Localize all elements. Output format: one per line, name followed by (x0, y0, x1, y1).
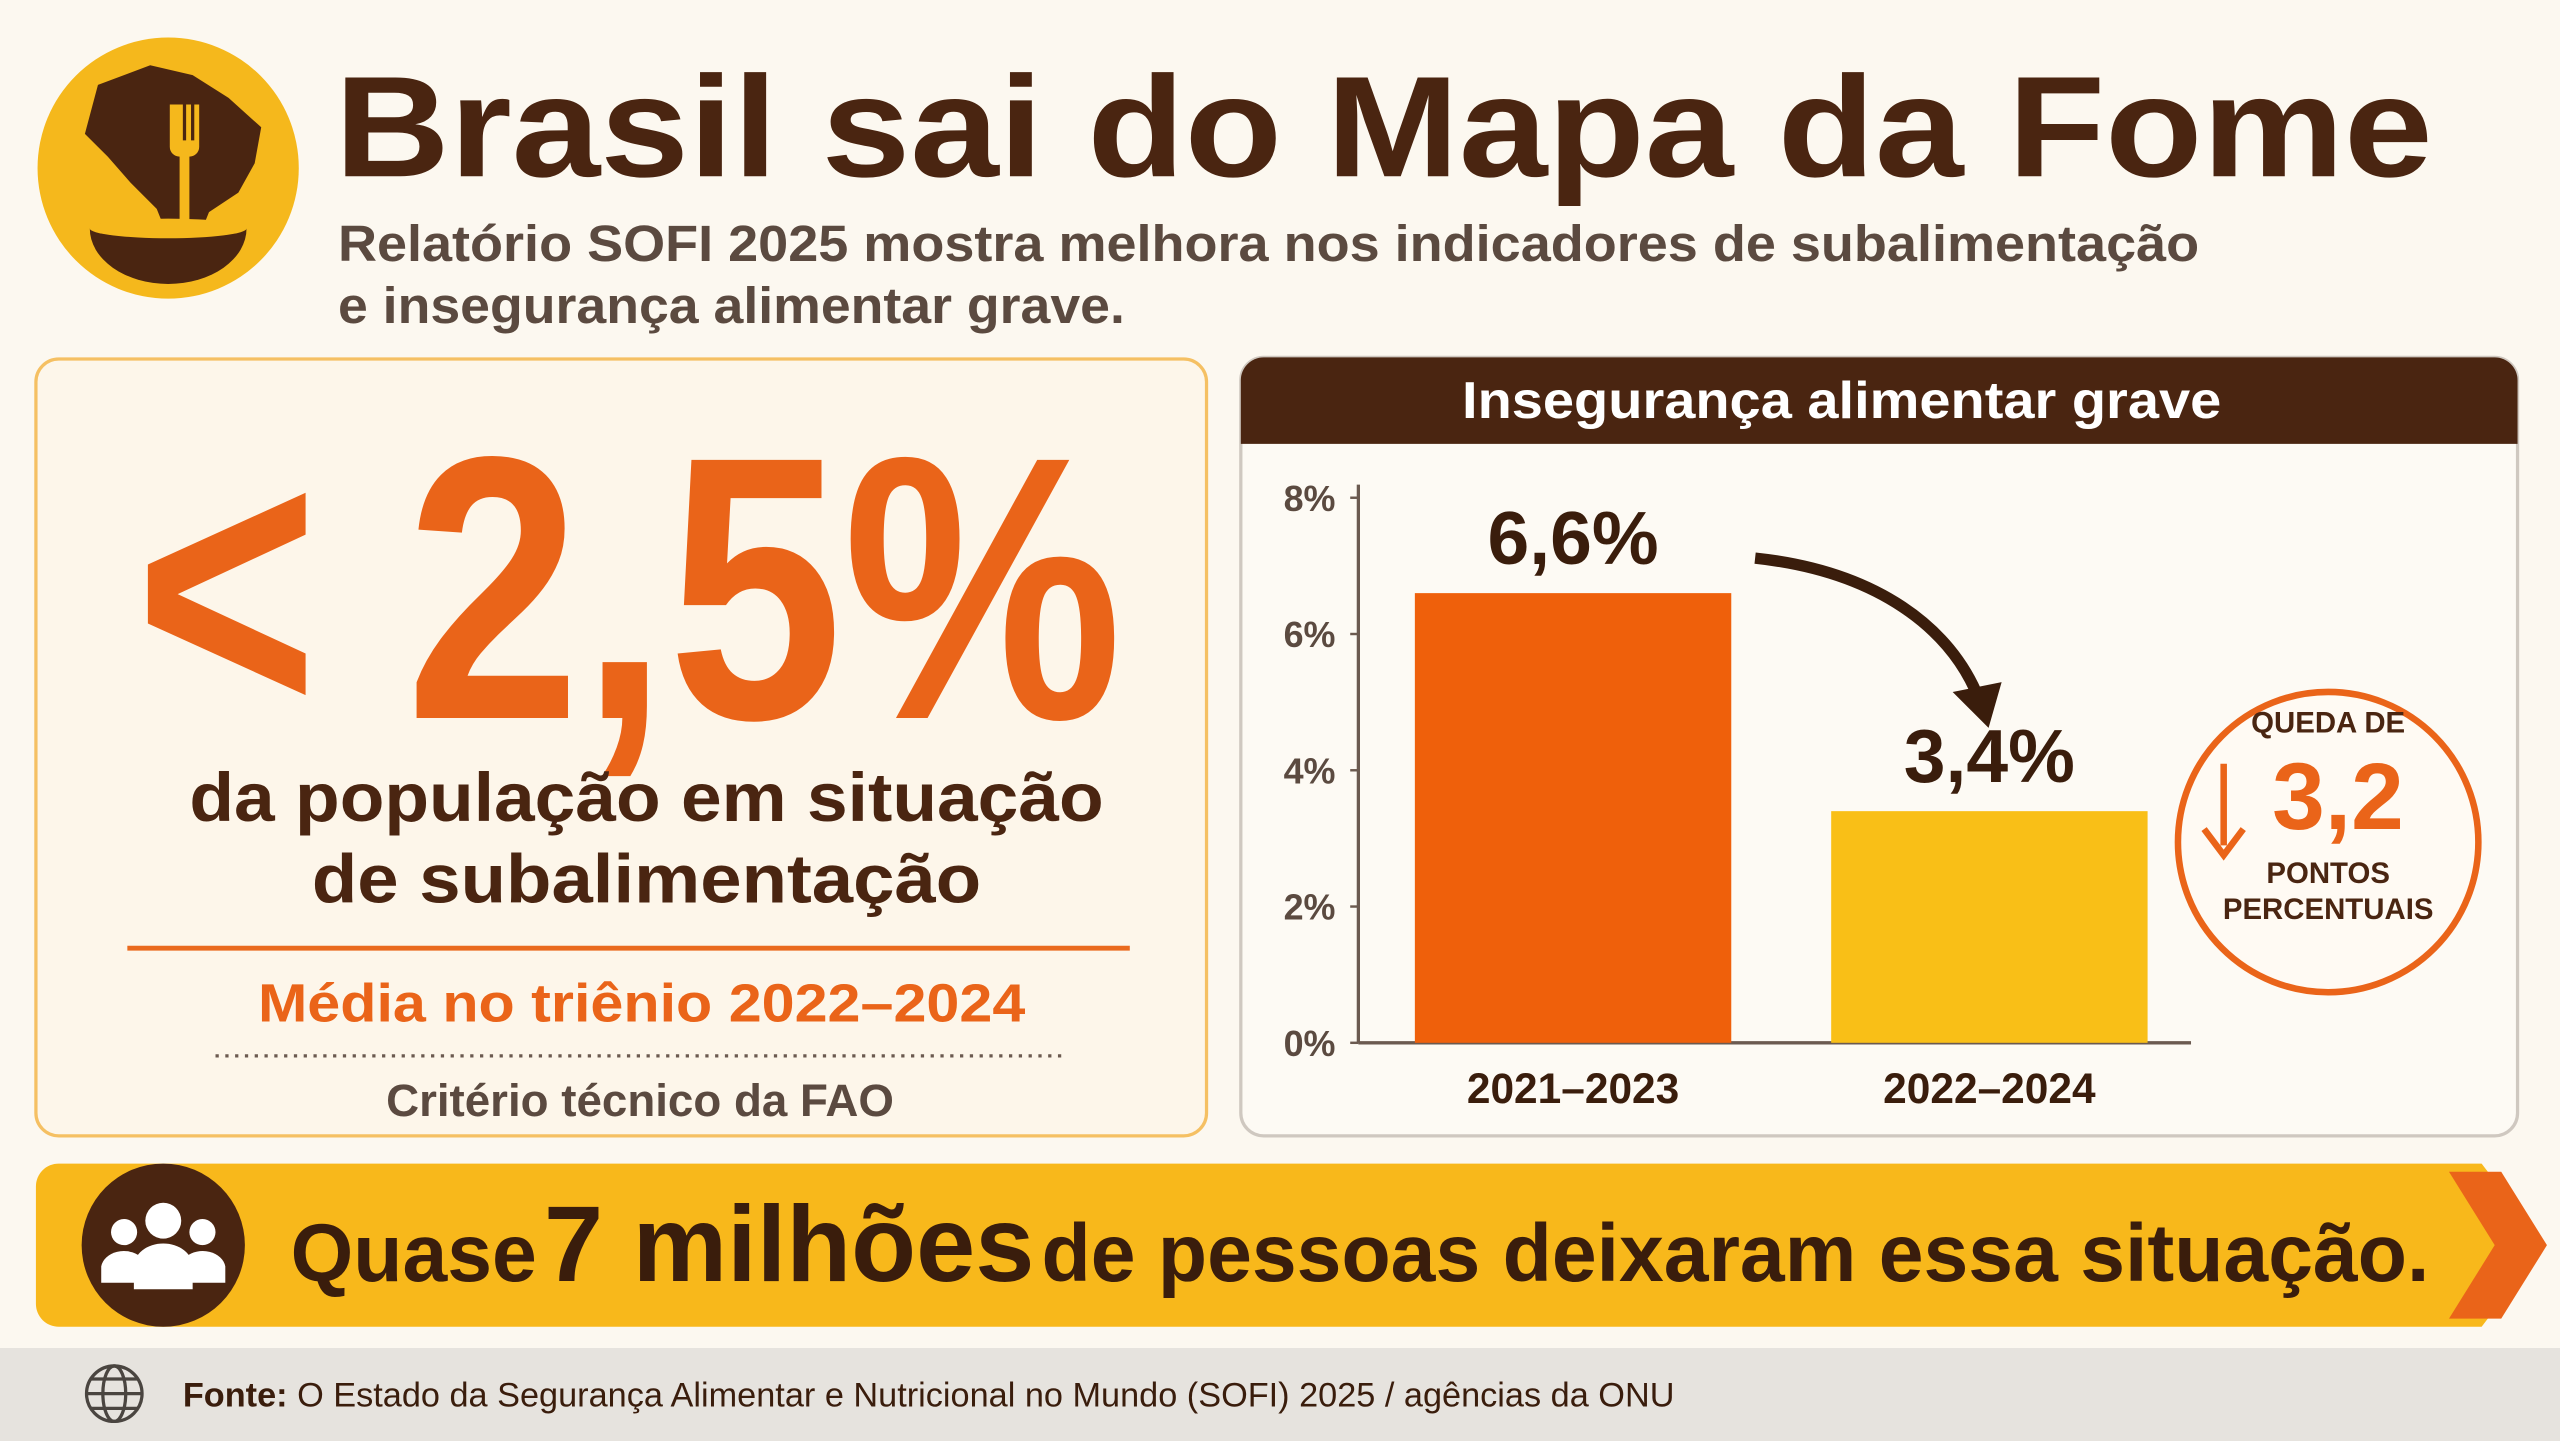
plot: 0% 2% 4% 6% 8% 2021–2023 6,6% 2022–2024 3,4% (1284, 478, 2192, 1112)
stat-description: de subalimentação (312, 840, 981, 917)
trend-arrowhead (1952, 682, 2002, 728)
subtitle: Relatório SOFI 2025 mostra melhora nos i… (338, 215, 2199, 272)
badge-bottom: PONTOS (2266, 857, 2390, 890)
globe-icon (84, 1364, 144, 1424)
y-tick-label: 8% (1284, 478, 1336, 519)
stat-value: < 2,5% (135, 378, 1123, 798)
banner-chevron (2448, 1171, 2547, 1319)
footer-label: Fonte: (183, 1377, 288, 1415)
banner-highlight: 7 milhões (544, 1183, 1034, 1304)
trend-arrow (1754, 552, 1985, 701)
banner-part: Quase (291, 1208, 537, 1299)
chart-header (1240, 357, 2518, 444)
y-tick-label: 4% (1284, 750, 1336, 791)
title: Brasil sai do Mapa da Fome (335, 47, 2433, 207)
chart-title: Insegurança alimentar grave (1462, 372, 2221, 430)
stat-description: da população em situação (189, 759, 1103, 836)
stat-period: Média no triênio 2022–2024 (258, 974, 1025, 1034)
banner-text: Quase 7 milhões de pessoas deixaram essa… (291, 1183, 2430, 1304)
footer-source: O Estado da Segurança Alimentar e Nutric… (297, 1377, 1674, 1415)
bar (1831, 811, 2148, 1043)
value-label: 3,4% (1904, 714, 2075, 798)
bar (1414, 593, 1732, 1043)
footer-text: Fonte: O Estado da Segurança Alimentar e… (183, 1377, 1675, 1415)
value-label: 6,6% (1487, 496, 1658, 580)
y-tick-label: 0% (1284, 1023, 1336, 1064)
banner (35, 1163, 2544, 1327)
logo (37, 37, 299, 299)
badge-top: QUEDA DE (2251, 707, 2405, 740)
badge-bottom: PERCENTUAIS (2223, 893, 2434, 926)
people-icon (81, 1163, 245, 1327)
footer (0, 1347, 2560, 1441)
y-tick-label: 2% (1284, 887, 1336, 928)
y-tick-label: 6% (1284, 614, 1336, 655)
stat-criterion: Critério técnico da FAO (386, 1075, 894, 1126)
badge-arrow (2201, 763, 2246, 861)
banner-part: de pessoas deixaram essa situação. (1042, 1208, 2430, 1299)
stat-panel (34, 357, 1209, 1138)
badge-value: 3,2 (2272, 744, 2404, 850)
x-tick-label: 2021–2023 (1467, 1065, 1679, 1112)
subtitle: e insegurança alimentar grave. (338, 277, 1125, 334)
x-tick-label: 2022–2024 (1883, 1065, 2096, 1112)
badge (2174, 688, 2482, 996)
